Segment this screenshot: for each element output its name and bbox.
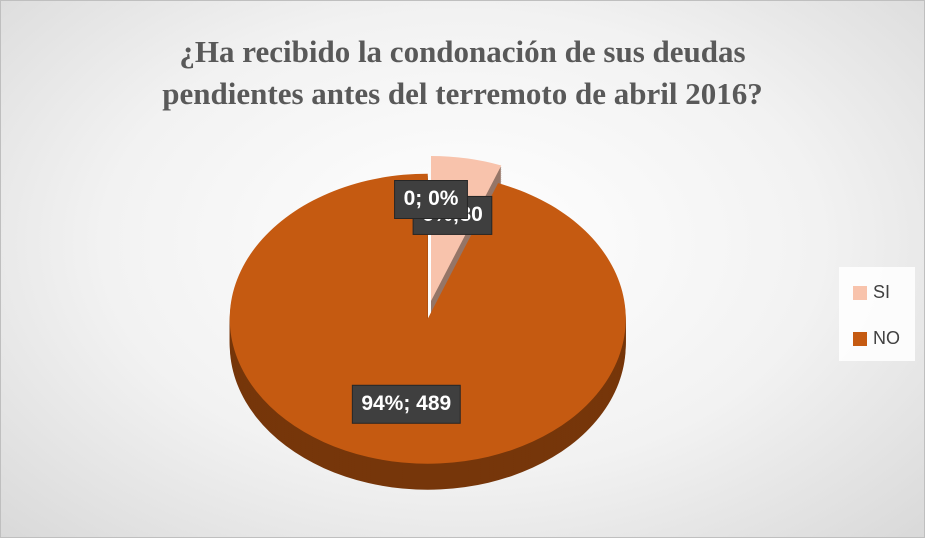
data-label: 94%; 489	[351, 384, 461, 424]
data-label-box	[394, 180, 468, 219]
legend-box	[839, 267, 915, 361]
data-label-box	[351, 384, 461, 424]
data-label-text: 0; 0%	[404, 187, 459, 210]
legend-label: SI	[873, 282, 890, 302]
legend-label: NO	[873, 328, 900, 348]
legend-swatch	[853, 286, 867, 300]
chart-title: ¿Ha recibido la condonación de sus deuda…	[162, 34, 763, 111]
slice	[229, 173, 626, 464]
data-label-text: 94%; 489	[361, 392, 451, 415]
legend-swatch	[853, 332, 867, 346]
data-label: 0; 0%	[394, 180, 468, 219]
legend: SI NO	[839, 267, 915, 361]
